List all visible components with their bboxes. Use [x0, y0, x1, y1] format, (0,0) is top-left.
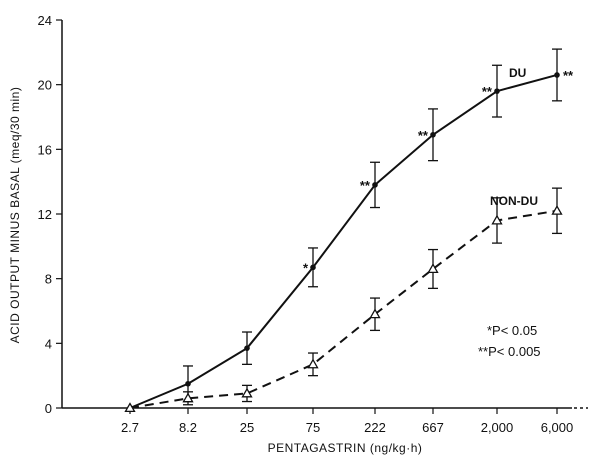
y-tick-label: 4 — [45, 336, 52, 351]
x-tick-label: 25 — [240, 420, 254, 435]
data-point — [427, 263, 439, 273]
data-point — [124, 402, 136, 413]
data-point — [430, 131, 436, 138]
series-label: DU — [509, 66, 526, 80]
x-tick-label: 2.7 — [121, 420, 139, 435]
y-tick-label: 12 — [38, 207, 52, 222]
x-axis-ticks: 2.7 8.2 25 75 222 667 2,000 6,000 — [121, 408, 573, 435]
data-point — [491, 214, 503, 225]
series-non-du: NON-DU — [124, 187, 563, 413]
data-point — [185, 380, 191, 387]
data-point — [494, 88, 500, 94]
x-tick-label: 8.2 — [179, 420, 197, 435]
data-point — [369, 308, 381, 319]
y-axis-title: ACID OUTPUT MINUS BASAL (meq/30 min) — [8, 87, 22, 344]
x-tick-label: 222 — [364, 420, 386, 435]
significance-mark: * — [303, 260, 309, 275]
series-line — [129, 209, 558, 409]
significance-mark: ** — [482, 84, 493, 99]
y-tick-label: 16 — [38, 142, 52, 157]
data-point — [182, 392, 194, 403]
y-tick-label: 8 — [45, 272, 52, 287]
data-point — [310, 264, 316, 271]
data-point — [551, 204, 563, 215]
data-point — [244, 345, 250, 351]
x-tick-label: 2,000 — [481, 420, 514, 435]
significance-legend: *P< 0.05 **P< 0.005 — [478, 323, 541, 359]
series-line — [129, 74, 558, 409]
x-tick-label: 6,000 — [541, 420, 574, 435]
y-tick-label: 0 — [45, 401, 52, 416]
y-tick-label: 24 — [38, 13, 52, 28]
y-axis-ticks: 0 4 8 12 16 20 24 — [38, 13, 62, 416]
data-point — [554, 72, 560, 78]
series-label: NON-DU — [490, 194, 538, 208]
x-tick-label: 75 — [306, 420, 320, 435]
legend-note-p05: *P< 0.05 — [487, 323, 537, 338]
x-axis-title: PENTAGASTRIN (ng/kg·h) — [268, 441, 423, 455]
x-tick-label: 667 — [422, 420, 444, 435]
data-point — [307, 358, 319, 369]
series-du: *********DU — [127, 48, 574, 411]
data-point — [372, 182, 378, 188]
significance-mark: ** — [418, 128, 429, 143]
data-point — [241, 387, 253, 398]
y-tick-label: 20 — [38, 78, 52, 93]
significance-mark: ** — [563, 68, 574, 83]
legend-note-p005: **P< 0.005 — [478, 344, 541, 359]
significance-mark: ** — [360, 178, 371, 193]
